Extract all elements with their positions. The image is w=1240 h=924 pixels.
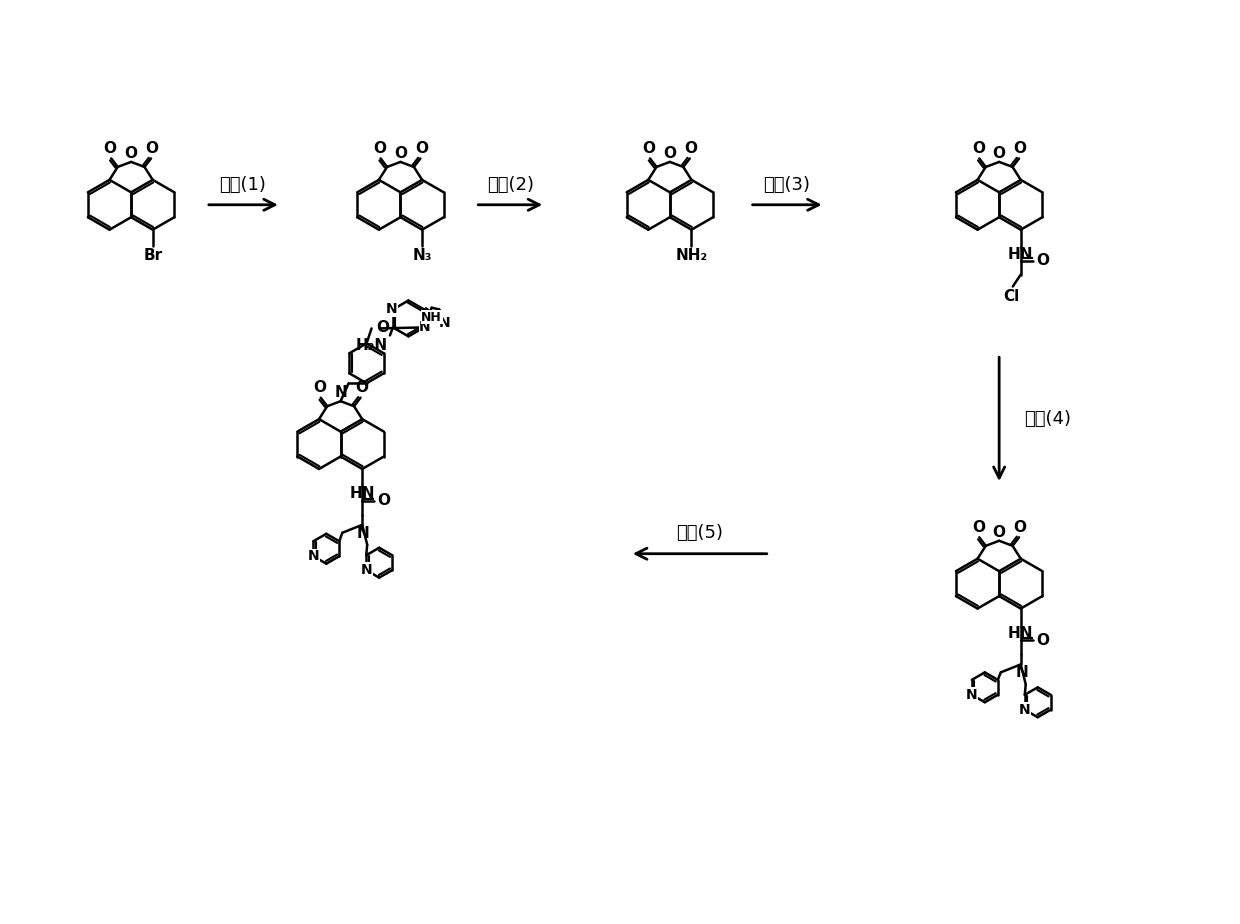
Text: O: O [104, 141, 117, 156]
Text: 步骤(1): 步骤(1) [219, 176, 267, 194]
Text: O: O [1037, 253, 1049, 268]
Text: O: O [415, 141, 428, 156]
Text: H₂N: H₂N [356, 338, 388, 353]
Text: O: O [993, 146, 1006, 161]
Text: N: N [386, 302, 398, 316]
Text: HN: HN [1008, 626, 1033, 641]
Text: O: O [377, 320, 389, 334]
Text: N: N [419, 321, 430, 334]
Text: HN: HN [350, 486, 374, 502]
Text: O: O [972, 520, 985, 535]
Text: N: N [335, 384, 347, 400]
Text: O: O [1037, 633, 1049, 648]
Text: 步骤(4): 步骤(4) [1024, 410, 1071, 428]
Text: O: O [378, 493, 391, 508]
Text: 步骤(2): 步骤(2) [487, 176, 533, 194]
Text: NH: NH [422, 310, 441, 323]
Text: N: N [361, 563, 372, 578]
Text: N: N [308, 549, 319, 564]
Text: O: O [124, 146, 138, 161]
Text: O: O [355, 381, 368, 395]
Text: Cl: Cl [1003, 289, 1019, 304]
Text: O: O [1013, 141, 1027, 156]
Text: O: O [314, 381, 326, 395]
Text: 步骤(3): 步骤(3) [763, 176, 810, 194]
Text: N: N [439, 316, 450, 330]
Text: O: O [993, 525, 1006, 540]
Text: O: O [972, 141, 985, 156]
Text: O: O [684, 141, 697, 156]
Text: N₃: N₃ [413, 249, 432, 263]
Text: O: O [394, 146, 407, 161]
Text: O: O [1013, 520, 1027, 535]
Text: Br: Br [143, 249, 162, 263]
Text: N: N [1019, 703, 1030, 717]
Text: O: O [663, 146, 676, 161]
Text: O: O [373, 141, 386, 156]
Text: 步骤(5): 步骤(5) [676, 524, 723, 541]
Text: N: N [1016, 665, 1028, 680]
Text: O: O [642, 141, 656, 156]
Text: O: O [145, 141, 159, 156]
Text: N: N [966, 687, 977, 702]
Text: N: N [357, 526, 370, 541]
Text: NH₂: NH₂ [676, 249, 708, 263]
Text: HN: HN [1008, 247, 1033, 262]
